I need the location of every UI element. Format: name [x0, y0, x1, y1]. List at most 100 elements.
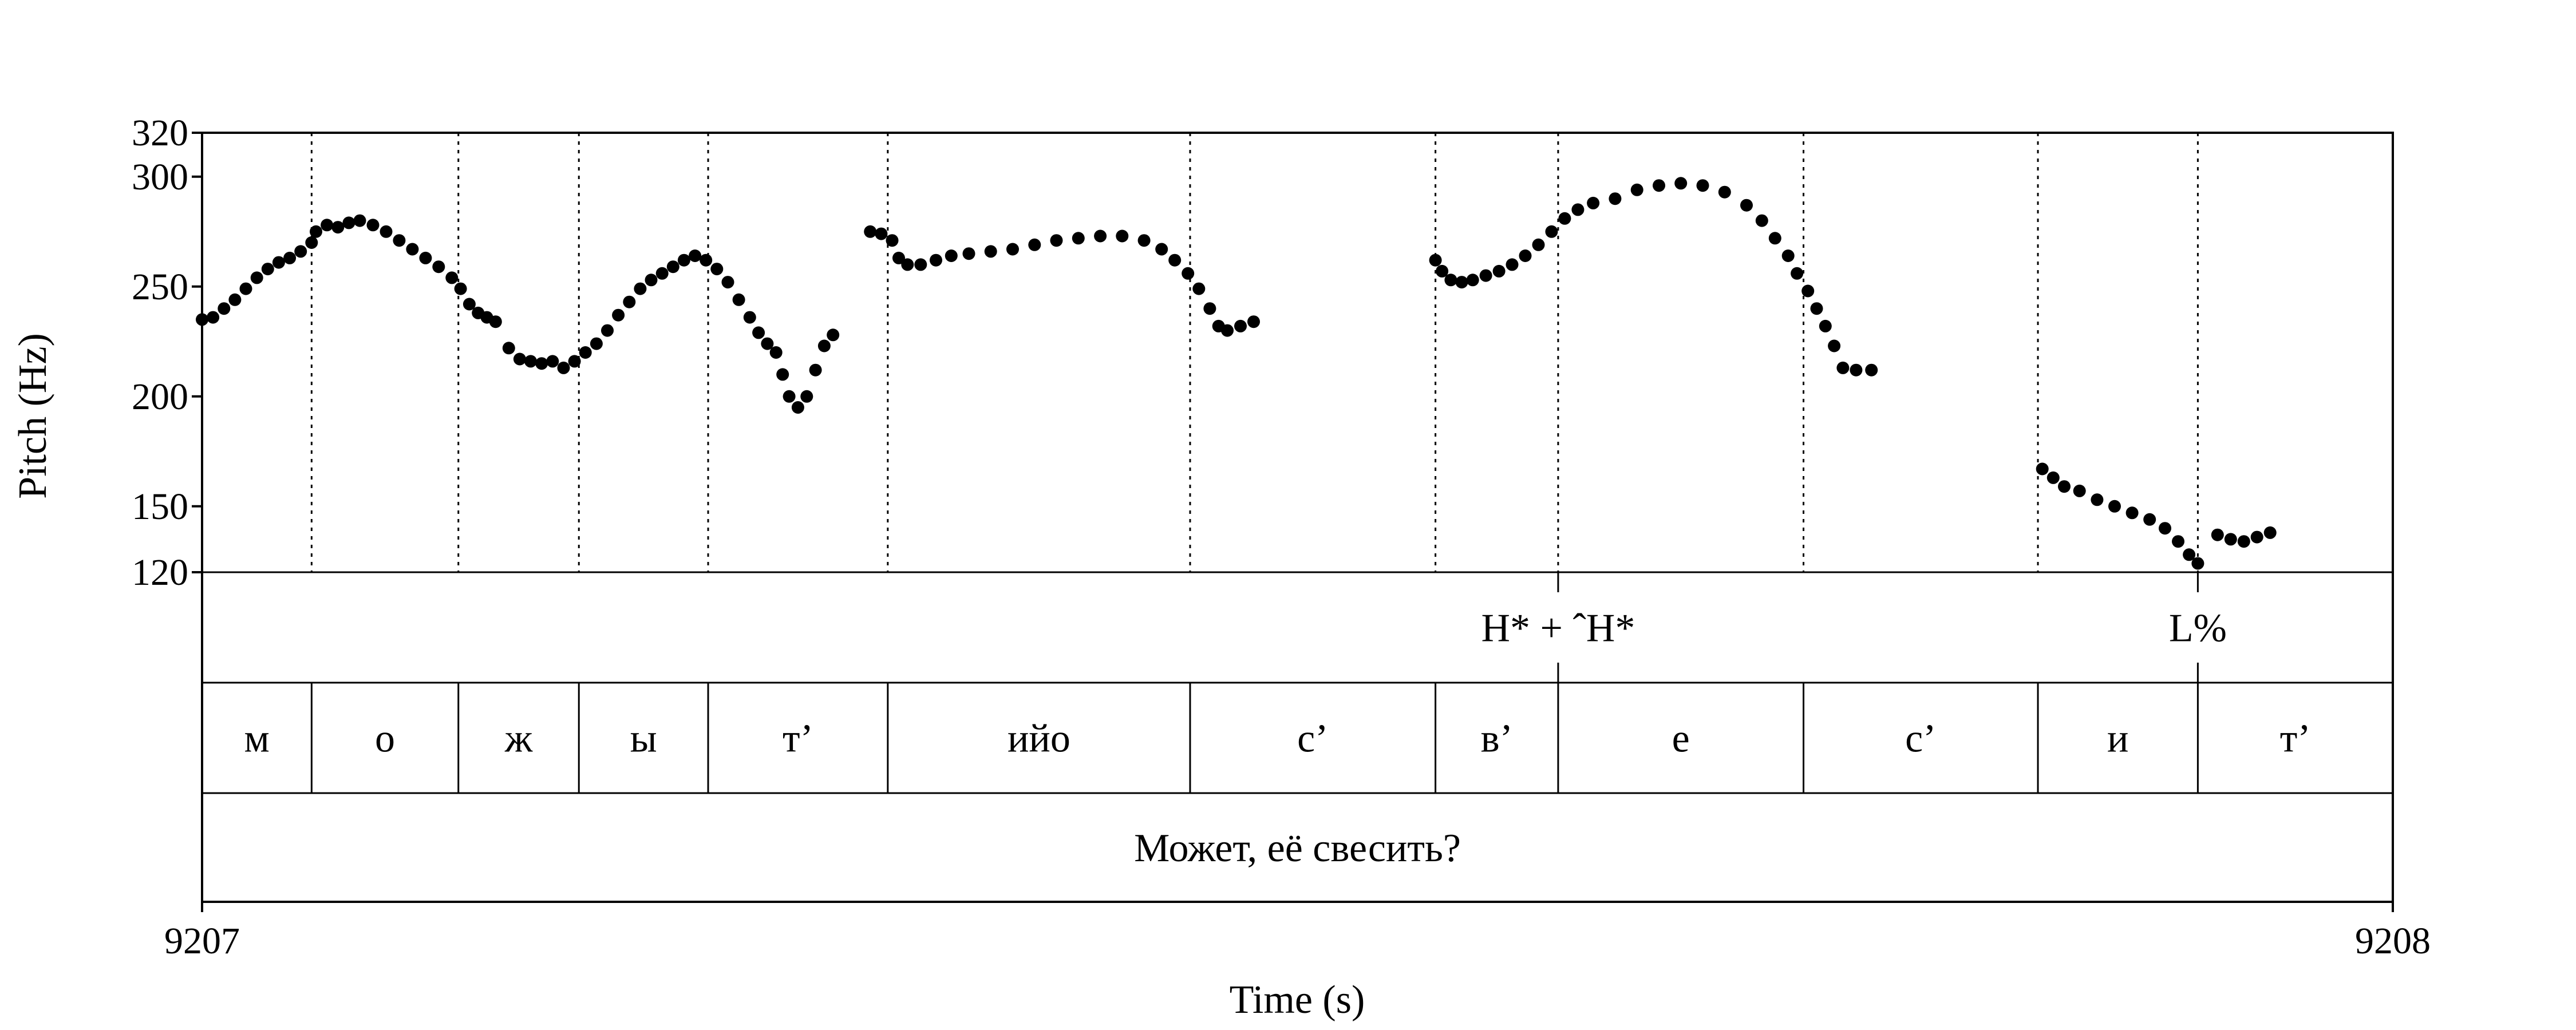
pitch-point: [502, 342, 515, 355]
pitch-point: [732, 293, 745, 306]
tone-label: L%: [2169, 607, 2227, 651]
pitch-point: [1094, 229, 1107, 243]
pitch-point: [892, 251, 905, 264]
pitch-point: [623, 295, 636, 308]
pitch-point: [331, 221, 345, 234]
pitch-point: [1436, 264, 1449, 278]
pitch-point: [1444, 274, 1457, 287]
pitch-point: [568, 355, 581, 368]
pitch-point: [294, 245, 307, 258]
pitch-point: [2172, 535, 2184, 548]
pitch-point: [809, 363, 822, 377]
pitch-point: [864, 225, 877, 238]
pitch-point: [645, 274, 658, 287]
pitch-point: [666, 260, 679, 274]
pitch-point: [677, 253, 690, 267]
y-tick-label: 300: [132, 156, 188, 198]
pitch-point: [2211, 528, 2224, 541]
pitch-point: [984, 245, 997, 258]
pitch-point: [1455, 276, 1468, 289]
pitch-point: [546, 355, 559, 368]
pitch-point: [612, 308, 625, 322]
pitch-point: [310, 225, 322, 238]
pitch-point: [1810, 302, 1823, 315]
pitch-point: [1653, 179, 1665, 192]
pitch-point: [914, 258, 927, 271]
pitch-point: [590, 337, 603, 350]
pitch-point: [1801, 284, 1815, 298]
pitch-point: [272, 256, 285, 269]
pitch-point: [1137, 234, 1151, 247]
pitch-point: [875, 227, 888, 240]
pitch-point: [2237, 535, 2250, 548]
pitch-point: [432, 260, 445, 274]
pitch-point: [901, 258, 914, 271]
pitch-point: [2159, 522, 2171, 535]
pitch-point: [1718, 185, 1731, 199]
pitch-point: [1234, 319, 1247, 332]
pitch-point: [1429, 253, 1442, 267]
pitch-point: [524, 355, 537, 368]
pitch-points: [196, 177, 2277, 570]
pitch-point: [1850, 363, 1863, 377]
pitch-point: [1865, 363, 1878, 377]
boundary-lines: [310, 133, 2199, 572]
pitch-point: [1028, 238, 1041, 251]
pitch-point: [2224, 533, 2237, 546]
x-tick-label: 9207: [164, 920, 240, 962]
y-axis-title: Pitch (Hz): [11, 333, 55, 499]
pitch-point: [655, 267, 669, 280]
pitch-point: [2191, 557, 2204, 570]
pitch-point: [1203, 302, 1216, 315]
pitch-point: [1696, 179, 1709, 192]
pitch-point: [228, 293, 242, 306]
pitch-point: [513, 352, 526, 366]
pitch-point: [721, 276, 734, 289]
pitch-point: [689, 249, 702, 262]
segment-label: и: [2107, 717, 2128, 761]
segment-label: о: [375, 717, 395, 761]
pitch-point: [827, 328, 840, 342]
pitch-point: [2091, 493, 2104, 506]
pitch-point: [1532, 238, 1545, 251]
pitch-point: [800, 390, 813, 403]
pitch-point: [1836, 361, 1850, 374]
x-axis-ticks: 9207 9208: [164, 902, 2431, 962]
pitch-point: [1479, 269, 1492, 282]
segment-label: с’: [1905, 717, 1936, 761]
segment-label: в’: [1481, 717, 1513, 761]
pitch-point: [1247, 315, 1260, 328]
pitch-point: [419, 251, 432, 264]
pitch-point: [1050, 234, 1063, 247]
pitch-point: [1819, 319, 1832, 332]
pitch-point: [1571, 203, 1585, 216]
pitch-point: [1609, 192, 1622, 205]
y-tick-label: 120: [132, 552, 188, 593]
pitch-point: [1182, 267, 1195, 280]
y-tick-label: 250: [132, 266, 188, 308]
pitch-point: [817, 339, 831, 352]
pitch-point: [1466, 274, 1479, 287]
x-axis-title: Time (s): [1230, 978, 1365, 1022]
pitch-point: [463, 298, 476, 311]
pitch-point: [353, 214, 366, 227]
pitch-point: [2143, 513, 2156, 526]
pitch-point: [454, 282, 467, 295]
pitch-point: [1116, 229, 1129, 243]
sentence-label: Может, её свесить?: [1134, 826, 1461, 870]
pitch-point: [366, 219, 380, 232]
plot-frame: [201, 132, 2394, 903]
pitch-point: [1558, 212, 1571, 225]
pitch-point: [1072, 232, 1085, 245]
pitch-point: [2125, 506, 2139, 520]
pitch-point: [1768, 232, 1781, 245]
pitch-point: [239, 282, 252, 295]
pitch-point: [1740, 199, 1753, 212]
pitch-point: [342, 216, 355, 229]
pitch-point: [791, 401, 804, 414]
pitch-point: [1506, 258, 1519, 271]
pitch-point: [2108, 500, 2121, 513]
pitch-point: [2058, 480, 2071, 493]
pitch-point: [601, 324, 614, 337]
